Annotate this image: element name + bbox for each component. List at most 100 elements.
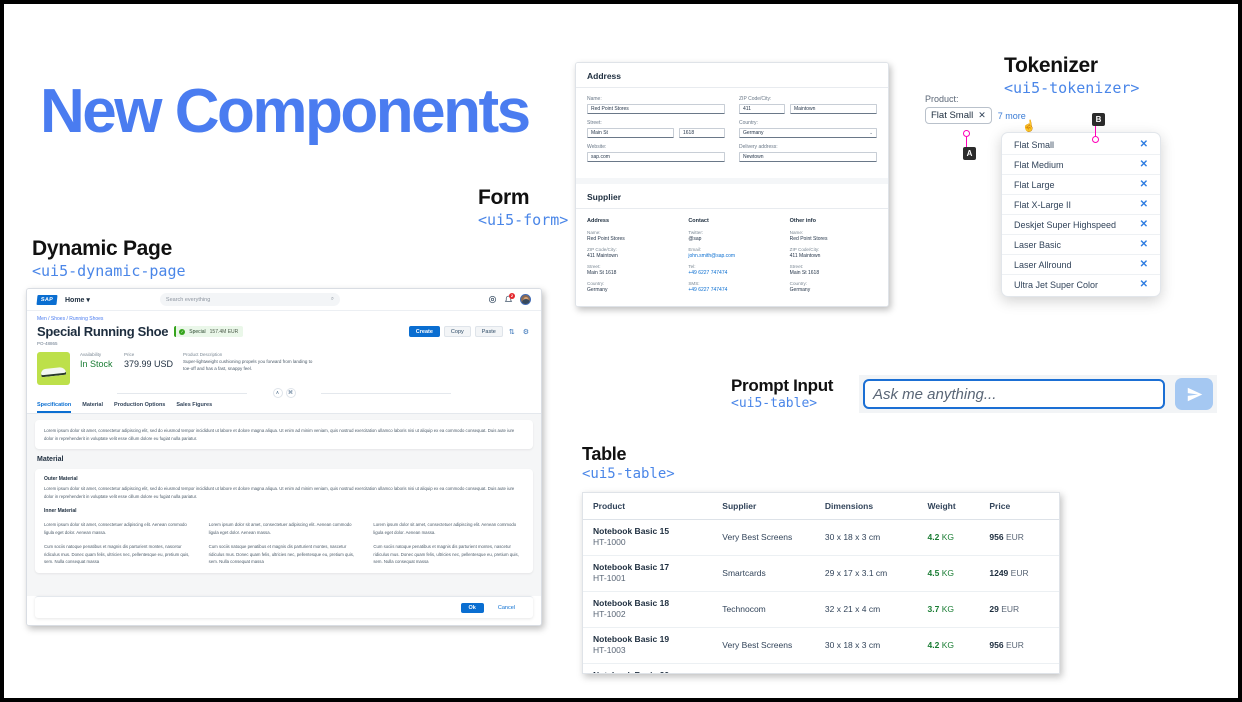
close-icon[interactable]: ✕ [1139,139,1148,150]
table-row[interactable]: Notebook Basic 20HT-1004Smartcards29 x 1… [583,663,1059,673]
table-row[interactable]: Notebook Basic 18 HT-1002 Technocom 32 x 21… [583,591,1059,628]
breadcrumb[interactable]: Men / Shoes / Running Shoes [37,316,104,322]
gear-icon[interactable]: ⚙ [522,328,529,336]
street-input[interactable]: Main St [587,128,674,138]
close-icon[interactable]: ✕ [1139,199,1148,210]
annotation-label-a: A [963,147,976,160]
close-icon[interactable]: ✕ [1139,259,1148,270]
supplier-item-label: Email: [688,247,702,252]
avatar[interactable] [520,294,531,305]
dp-search-input[interactable]: Search everything ⌕ [159,293,340,306]
close-icon[interactable]: ✕ [1139,219,1148,230]
price-value: 956 [989,532,1004,543]
cancel-button[interactable]: Cancel [497,604,515,611]
tab-material[interactable]: Material [82,402,104,408]
prompt-text-input[interactable]: Ask me anything... [863,379,1165,409]
tab-specification[interactable]: Specification [37,402,72,413]
tokenizer-list-item[interactable]: Flat Large ✕ [1002,175,1160,195]
tokenizer-list-item[interactable]: Laser Basic ✕ [1002,235,1160,255]
price-value: 379.99 USD [124,359,174,369]
description-field: Product Description Super-lightweight cu… [183,352,313,385]
form-label: Street: [587,120,602,126]
dp-header: Men / Shoes / Running Shoes Special Runn… [27,311,541,346]
pin-icon[interactable]: ⌘ [285,388,296,398]
tokenizer-item-label: Flat Large [1014,179,1055,190]
country-select[interactable]: Germany ⌄ [739,128,877,138]
cell-dimensions: 30 x 18 x 3 cm [814,627,918,664]
tab-sales-figures[interactable]: Sales Figures [176,402,213,408]
cell-price: 29 EUR [979,591,1059,628]
collapse-icon[interactable]: ∧ [272,388,283,398]
cell-price: 1249 EUR [979,663,1059,673]
supplier-group-heading: Supplier [576,184,888,209]
tokenizer-heading: Tokenizer <ui5-tokenizer> [1004,54,1139,97]
inner-material-heading: Inner Material [44,508,77,515]
table-row[interactable]: Notebook Basic 19 HT-1003 Very Best Screen… [583,627,1059,664]
website-input[interactable]: sap.com [587,152,725,162]
zip-input[interactable]: 411 [739,104,785,114]
tokenizer-list-item[interactable]: Ultra Jet Super Color ✕ [1002,275,1160,294]
token-flat-small[interactable]: Flat Small ✕ [925,107,992,124]
name-input[interactable]: Red Point Stores [587,104,725,114]
dynamic-page-heading-title: Dynamic Page [32,237,172,260]
bell-icon[interactable]: 2 [504,293,515,304]
column-header-product[interactable]: Product [583,493,713,520]
paste-button[interactable]: Paste [474,326,503,337]
tokenizer-list-item[interactable]: Deskjet Super Highspeed ✕ [1002,215,1160,235]
delivery-address-input[interactable]: Newtown [739,152,877,162]
send-button[interactable] [1175,378,1213,410]
form-heading-tag: <ui5-form> [478,211,569,229]
tokenizer-item-label: Flat Medium [1014,159,1064,170]
inner-col-p1: Lorem ipsum dolor sit amet, consectetuer… [373,522,517,535]
table-heading: Table <ui5-table> [582,444,675,482]
dp-home-menu[interactable]: Home ▾ [65,296,90,304]
column-header-supplier[interactable]: Supplier [712,493,815,520]
copy-button[interactable]: Copy [443,326,471,337]
supplier-item-email-link[interactable]: john.smith@sap.com [688,253,736,259]
table-row[interactable]: Notebook Basic 15 HT-1000 Very Best Screen… [583,519,1059,556]
ok-button[interactable]: Ok [460,602,484,613]
supplier-item-value: Red Point Stores [789,236,828,242]
weight-value: 4.2 [927,532,940,543]
tokenizer-list-item[interactable]: Flat X-Large II ✕ [1002,195,1160,215]
product-id: HT-1001 [593,573,626,584]
create-button[interactable]: Create [408,326,440,337]
supplier-item-label: SMS: [688,281,700,286]
supplier-item-sms-link[interactable]: +49 6227 747474 [688,287,728,293]
availability-label: Availability [80,352,102,357]
tokenizer-list-item[interactable]: Laser Allround ✕ [1002,255,1160,275]
chevron-down-icon: ⌄ [869,130,873,135]
annotation-pin-b: B [1092,113,1105,143]
column-header-dimensions[interactable]: Dimensions [814,493,918,520]
close-icon[interactable]: ✕ [1139,159,1148,170]
supplier-item-value: 411 Maintown [587,253,618,259]
city-input[interactable]: Maintown [790,104,877,114]
settings-icon[interactable] [488,295,497,304]
close-icon[interactable]: ✕ [1139,279,1148,290]
column-header-price[interactable]: Price [979,493,1059,520]
supplier-item: Street: Main St 1618 [790,264,877,276]
close-icon[interactable]: ✕ [1139,239,1148,250]
sort-icon[interactable]: ⇅ [508,328,515,336]
table-row[interactable]: Notebook Basic 17 HT-1001 Smartcards 29 x 1… [583,555,1059,592]
close-icon[interactable]: ✕ [1139,179,1148,190]
tokenizer-control: Product: Flat Small ✕ 7 more ☝ [925,94,1037,134]
close-icon[interactable]: ✕ [978,110,986,120]
cell-product: Notebook Basic 19 HT-1003 [583,627,713,664]
tokenizer-heading-tag: <ui5-tokenizer> [1004,79,1140,97]
form-field-country: Country: Germany ⌄ [739,120,877,138]
tokenizer-list-item[interactable]: Flat Medium ✕ [1002,155,1160,175]
supplier-item-tel-link[interactable]: +49 6227 747474 [688,270,728,276]
n-more-link[interactable]: 7 more ☝ [998,111,1037,134]
inner-col-p1: Lorem ipsum dolor sit amet, consectetuer… [208,522,352,535]
dp-subtitle: PO-48865 [37,341,58,346]
form-label: Website: [587,144,607,150]
column-header-weight[interactable]: Weight [917,493,980,520]
tokenizer-list-item[interactable]: Flat Small ✕ [1002,135,1160,155]
supplier-column-other-info: Other info Name: Red Point Stores ZIP Cod… [790,218,877,298]
supplier-item: Country: Germany [587,281,674,293]
dp-home-label: Home [65,296,85,304]
tab-production-options[interactable]: Production Options [114,402,166,408]
supplier-item: Email: john.smith@sap.com [688,247,775,259]
street-number-input[interactable]: 1618 [679,128,725,138]
